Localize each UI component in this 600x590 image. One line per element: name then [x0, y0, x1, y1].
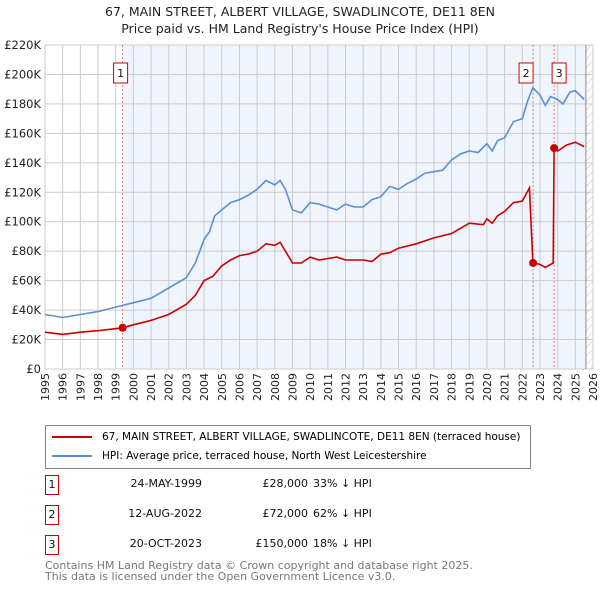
- sale-date: 20-OCT-2023: [129, 537, 202, 550]
- x-tick-label: 2001: [145, 373, 158, 401]
- legend-property: 67, MAIN STREET, ALBERT VILLAGE, SWADLIN…: [102, 431, 521, 443]
- y-tick-label: £0: [26, 362, 41, 376]
- y-tick-label: £140K: [4, 156, 41, 170]
- x-tick-label: 2015: [393, 373, 406, 401]
- hpi-legend-swatch: [52, 455, 92, 457]
- x-tick-label: 2019: [463, 373, 476, 401]
- sale-marker: 3: [45, 535, 59, 555]
- x-tick-label: 2013: [357, 373, 370, 401]
- x-tick-label: 1998: [92, 373, 105, 401]
- sale-price: £28,000: [262, 477, 309, 490]
- x-tick-label: 2023: [534, 373, 547, 401]
- sale-label: 2: [523, 67, 530, 80]
- x-tick-label: 2016: [410, 373, 423, 401]
- footer-licence: This data is licensed under the Open Gov…: [45, 570, 396, 583]
- x-tick-label: 2003: [180, 373, 193, 401]
- x-tick-label: 2010: [304, 373, 317, 401]
- x-tick-label: 2002: [163, 373, 176, 401]
- sale-label: 3: [556, 67, 563, 80]
- x-tick-label: 1996: [57, 373, 70, 401]
- y-tick-label: £180K: [4, 97, 41, 111]
- sale-price: £72,000: [262, 507, 309, 520]
- x-tick-label: 1995: [39, 373, 52, 401]
- chart-subtitle: Price paid vs. HM Land Registry's House …: [121, 21, 479, 36]
- sale-marker: 2: [45, 505, 59, 525]
- x-tick-label: 2018: [446, 373, 459, 401]
- y-tick-label: £200K: [4, 67, 41, 81]
- y-tick-label: £60K: [12, 274, 42, 288]
- x-tick-label: 2006: [233, 373, 246, 401]
- chart-title: 67, MAIN STREET, ALBERT VILLAGE, SWADLIN…: [105, 4, 495, 19]
- x-tick-label: 2024: [552, 373, 565, 401]
- x-tick-label: 2012: [340, 373, 353, 401]
- price-chart: 1995 1996 1997 1998 1999 2000 2001 2002 2003 2004…: [4, 38, 600, 401]
- property-legend-swatch: [52, 436, 92, 438]
- x-tick-label: 2007: [251, 373, 264, 401]
- x-tick-label: 2008: [269, 373, 282, 401]
- sale-label: 1: [117, 67, 124, 80]
- x-tick-label: 2005: [216, 373, 229, 401]
- x-tick-label: 2017: [428, 373, 441, 401]
- legend: 67, MAIN STREET, ALBERT VILLAGE, SWADLIN…: [45, 425, 531, 469]
- y-tick-label: £120K: [4, 185, 41, 199]
- x-tick-label: 2009: [286, 373, 299, 401]
- sale-hpi-diff: 18% ↓ HPI: [313, 537, 372, 550]
- sale-date: 12-AUG-2022: [128, 507, 202, 520]
- sale-row: 3 20-OCT-2023 £150,000 18% ↓ HPI: [45, 535, 445, 555]
- sale-hpi-diff: 62% ↓ HPI: [313, 507, 372, 520]
- x-tick-label: 2025: [569, 373, 582, 401]
- y-tick-label: £160K: [4, 126, 41, 140]
- footer: Contains HM Land Registry data © Crown c…: [45, 560, 473, 582]
- x-tick-label: 1997: [74, 373, 87, 401]
- y-tick-label: £220K: [4, 38, 41, 52]
- sale-point: [118, 323, 127, 332]
- sale-point: [529, 258, 538, 267]
- sale-label-box: [518, 62, 534, 84]
- y-tick-label: £40K: [12, 303, 42, 317]
- sale-date: 24-MAY-1999: [130, 477, 202, 490]
- x-tick-label: 2022: [516, 373, 529, 401]
- sale-marker: 1: [45, 475, 59, 495]
- x-tick-label: 2021: [499, 373, 512, 401]
- x-tick-label: 2000: [127, 373, 140, 401]
- footer-copyright: Contains HM Land Registry data © Crown c…: [45, 559, 473, 572]
- sale-row: 1 24-MAY-1999 £28,000 33% ↓ HPI: [45, 475, 445, 495]
- x-tick-label: 2011: [322, 373, 335, 401]
- x-tick-label: 2020: [481, 373, 494, 401]
- sale-row: 2 12-AUG-2022 £72,000 62% ↓ HPI: [45, 505, 445, 525]
- y-tick-label: £100K: [4, 215, 41, 229]
- sale-label-box: [551, 62, 567, 84]
- future-hatch: [585, 45, 593, 369]
- property-price-line: [44, 141, 585, 336]
- legend-hpi: HPI: Average price, terraced house, Nort…: [102, 450, 427, 462]
- x-tick-label: 2026: [587, 373, 600, 401]
- x-tick-label: 2004: [198, 373, 211, 401]
- sale-hpi-diff: 33% ↓ HPI: [313, 477, 372, 490]
- sale-price: £150,000: [255, 537, 309, 550]
- hpi-line: [44, 86, 585, 319]
- x-tick-label: 1999: [110, 373, 123, 401]
- sale-label-box: [113, 62, 129, 84]
- x-tick-label: 2014: [375, 373, 388, 401]
- sale-point: [550, 144, 559, 153]
- y-tick-label: £20K: [12, 333, 42, 347]
- y-tick-label: £80K: [12, 244, 42, 258]
